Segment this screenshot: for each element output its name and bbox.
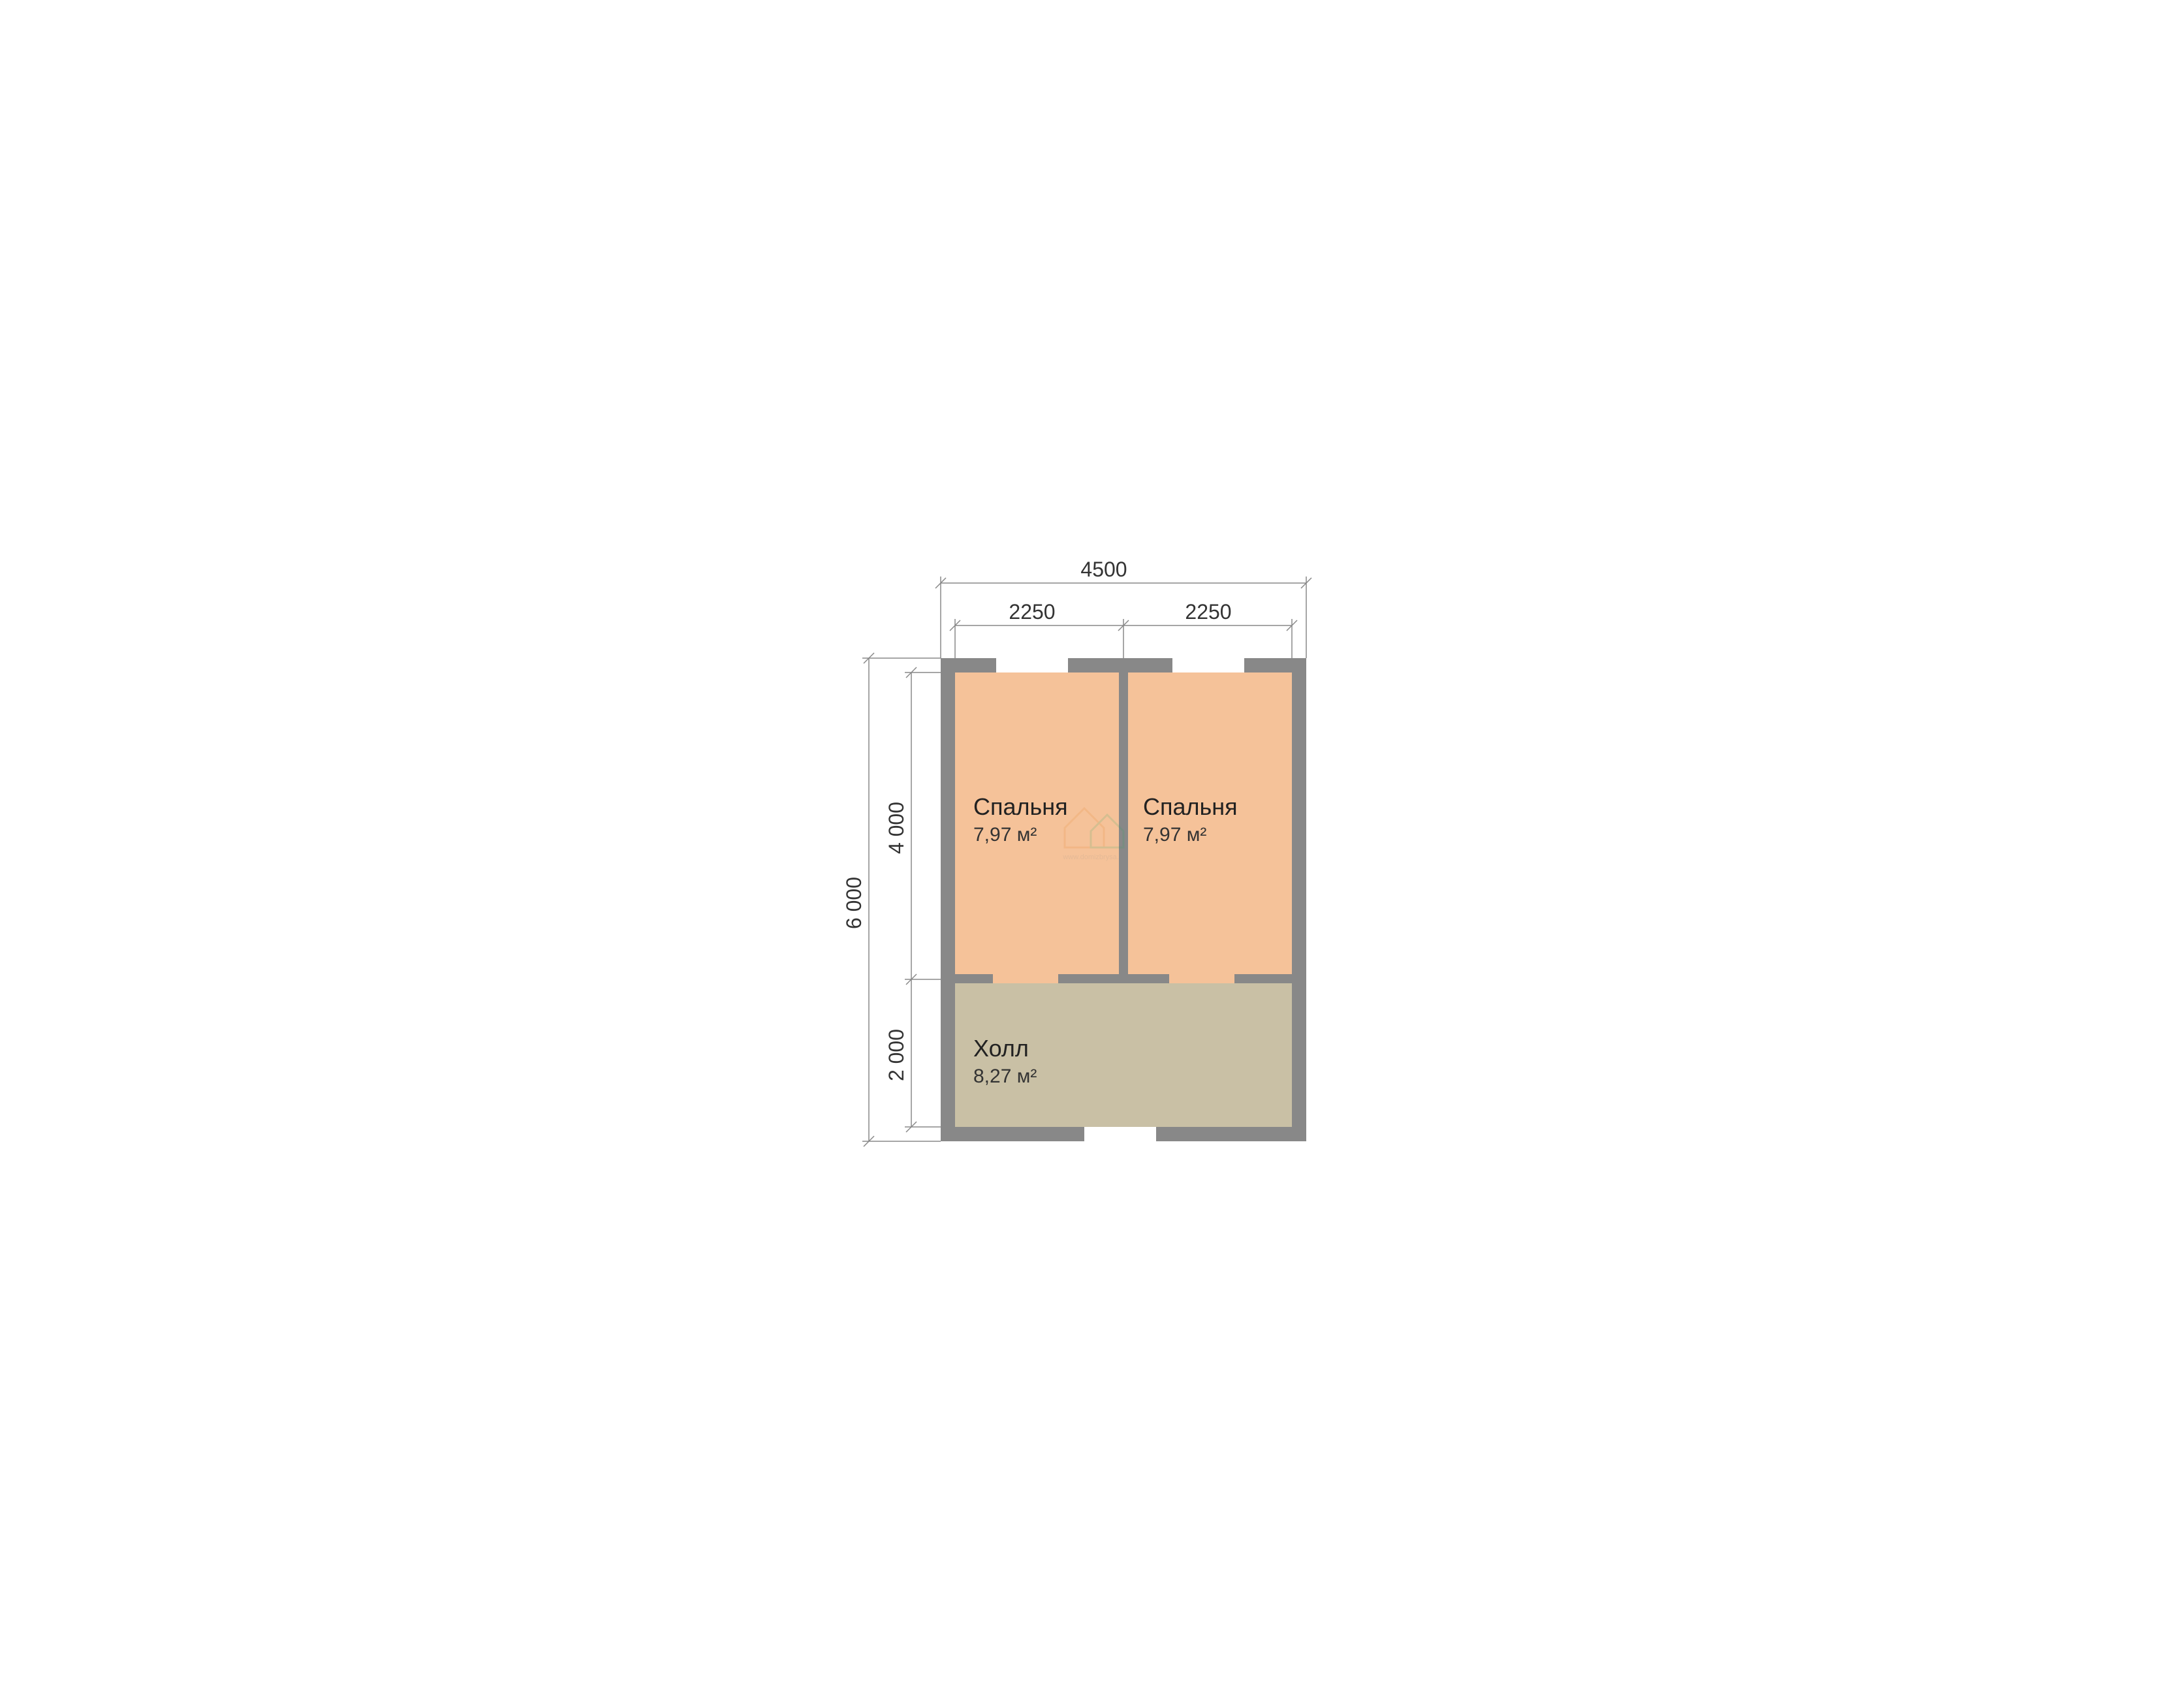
- dim-top-right-text: 2250: [1185, 600, 1231, 624]
- window-bedroom-1: [996, 658, 1068, 672]
- floorplan-svg: 4500 2250 2250 6 000: [699, 547, 1483, 1161]
- dim-left-upper-text: 4 000: [885, 802, 908, 854]
- watermark-text: www.domizbrysa.ru: [1062, 853, 1125, 861]
- bedroom-2-area: 7,97 м²: [1143, 824, 1206, 846]
- bedroom-2-name: Спальня: [1143, 793, 1238, 820]
- dim-top-split: 2250 2250: [950, 600, 1297, 658]
- room-bedroom-2: [1128, 672, 1292, 974]
- dim-top-total-text: 4500: [1080, 558, 1127, 581]
- bedroom-1-name: Спальня: [973, 793, 1068, 820]
- hall-name: Холл: [973, 1035, 1029, 1062]
- hall-area: 8,27 м²: [973, 1066, 1037, 1087]
- door-bedroom-1: [993, 974, 1058, 983]
- bedroom-1-area: 7,97 м²: [973, 824, 1037, 846]
- room-bedroom-1: [955, 672, 1119, 974]
- dim-top-left-text: 2250: [1009, 600, 1055, 624]
- dim-left-lower-text: 2 000: [885, 1029, 908, 1081]
- floorplan-container: 4500 2250 2250 6 000: [699, 547, 1483, 1161]
- window-hall: [1084, 1127, 1156, 1141]
- dim-left-split: 4 000 2 000: [885, 667, 941, 1132]
- dim-left-total-text: 6 000: [842, 877, 866, 929]
- window-bedroom-2: [1172, 658, 1244, 672]
- door-bedroom-2: [1169, 974, 1234, 983]
